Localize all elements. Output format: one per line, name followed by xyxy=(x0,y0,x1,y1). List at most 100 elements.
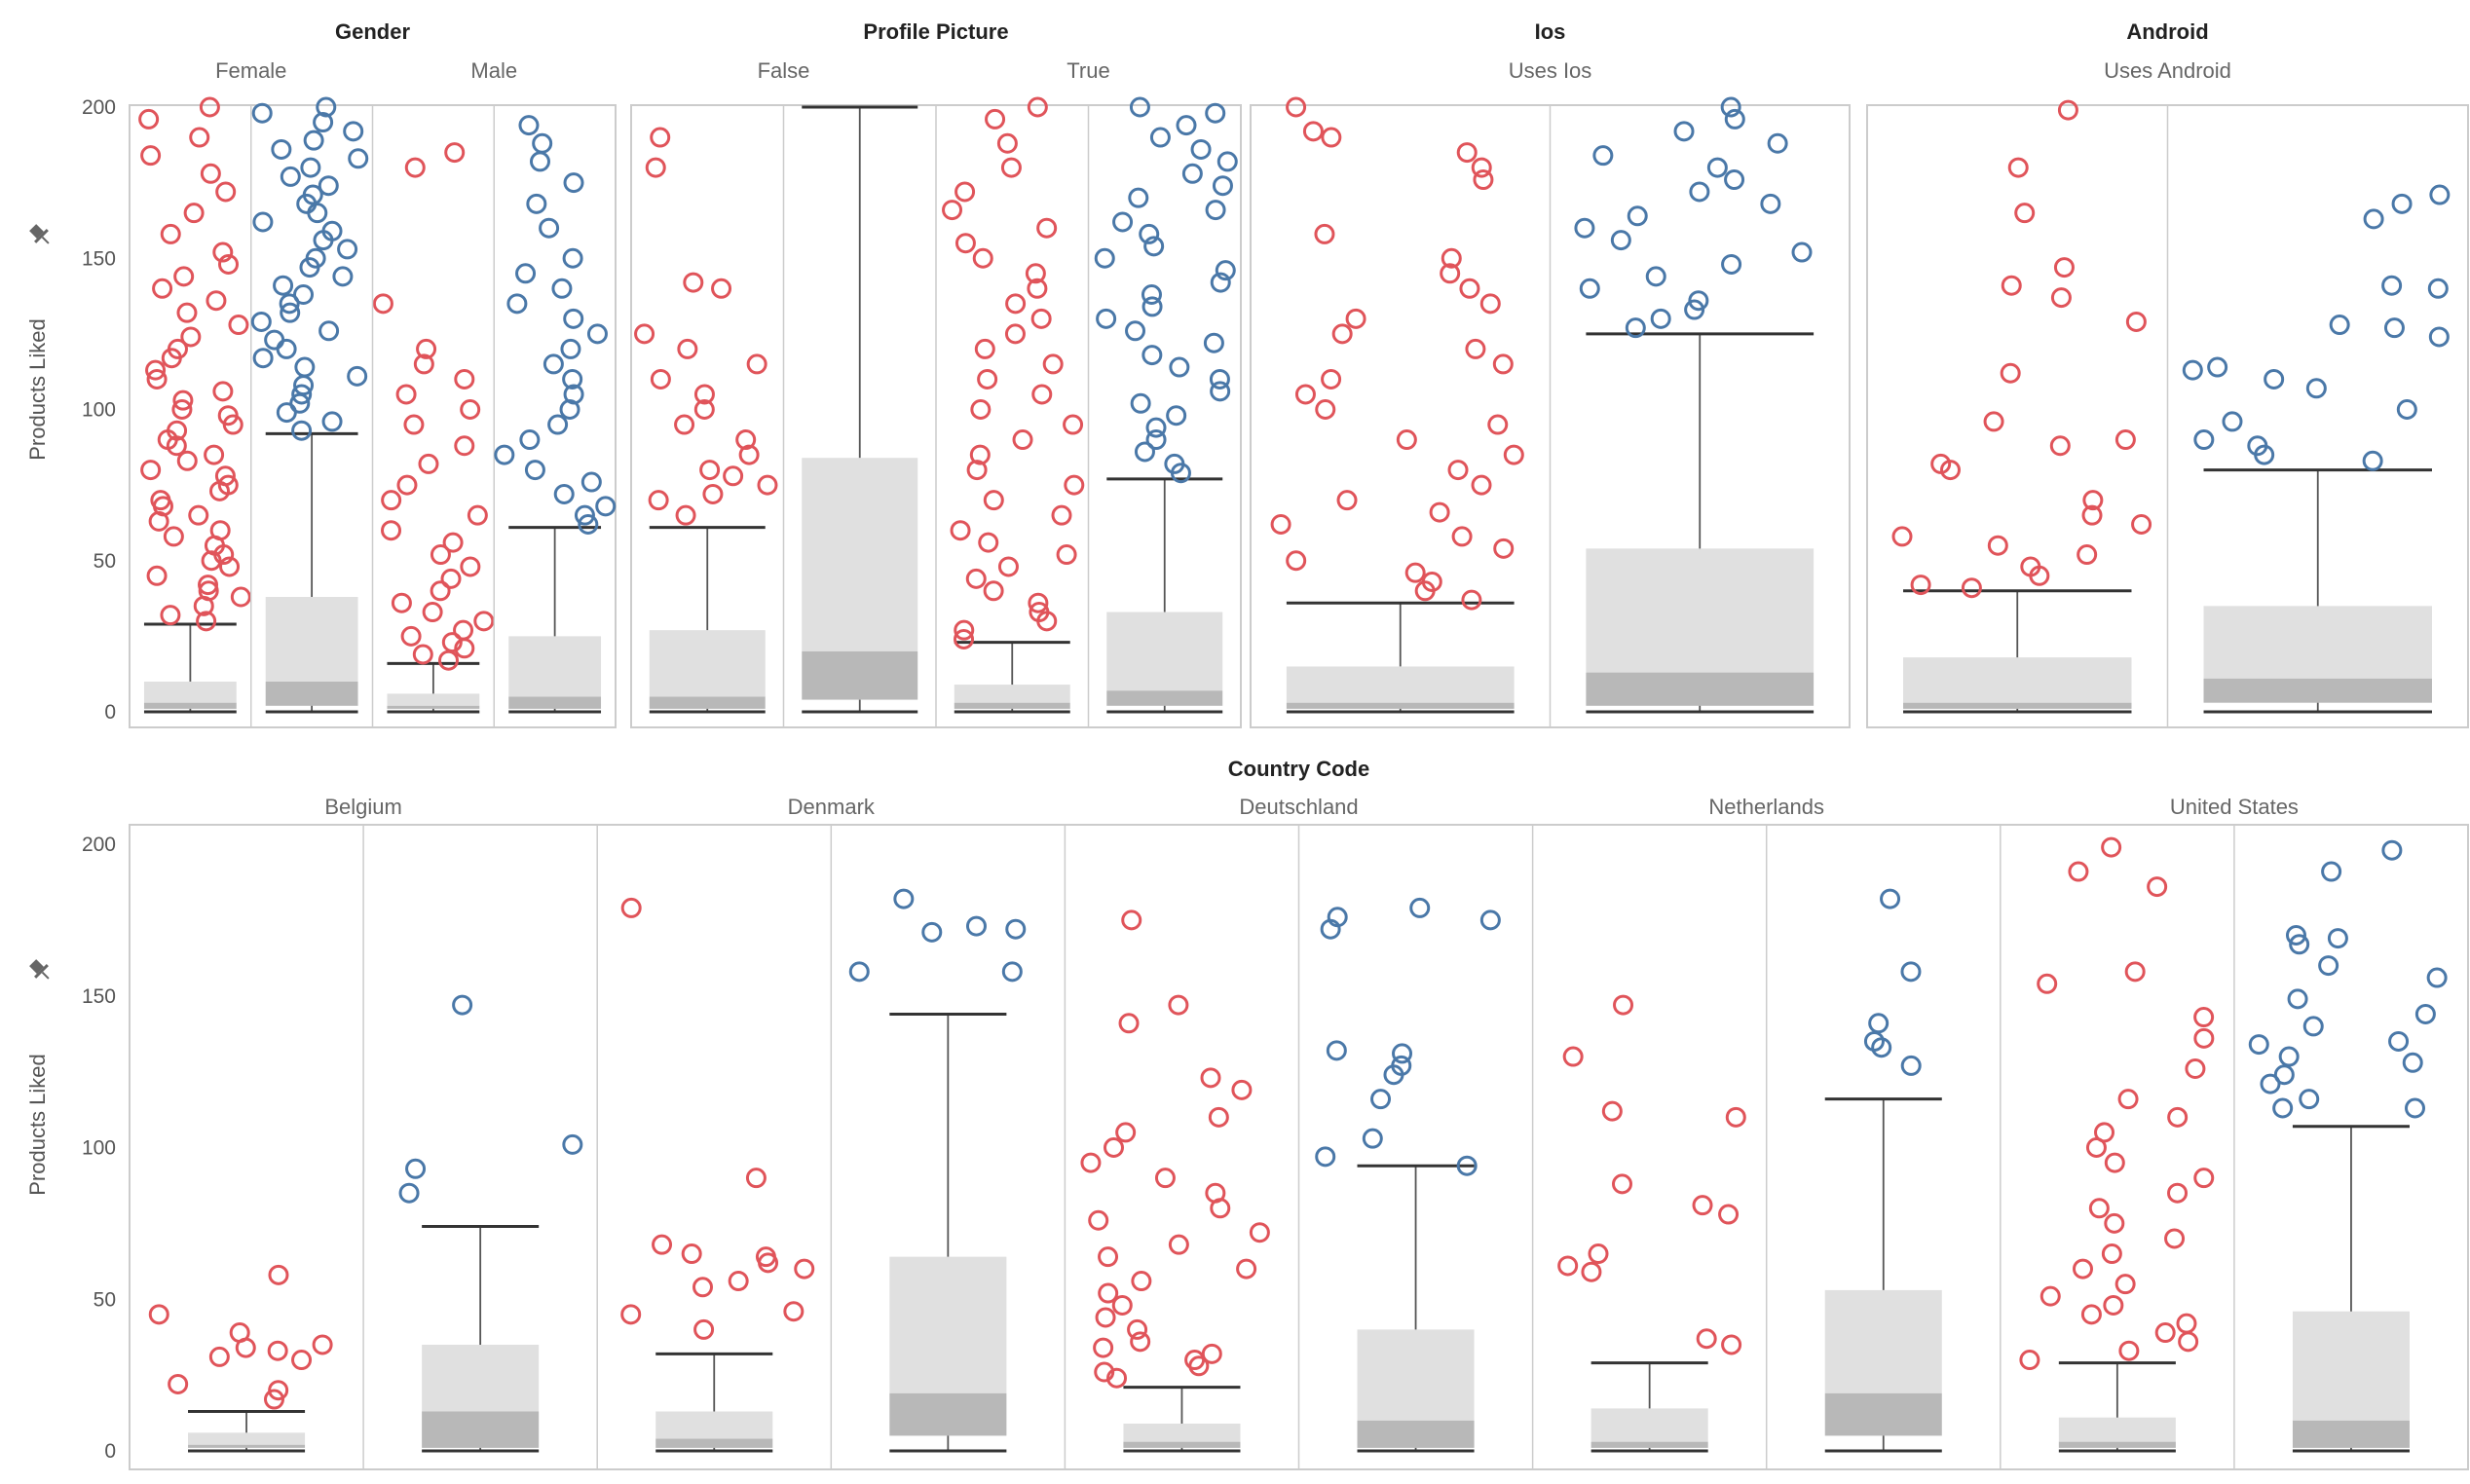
outlier-point xyxy=(2381,839,2403,861)
box-upper xyxy=(1903,657,2132,703)
outlier-point xyxy=(1696,1328,1717,1350)
outlier-point xyxy=(551,278,573,299)
outlier-point xyxy=(1461,589,1482,611)
outlier-point xyxy=(1286,96,1307,118)
outlier-point xyxy=(1141,284,1162,306)
outlier-point xyxy=(267,1340,288,1361)
outlier-point xyxy=(1028,592,1049,613)
outlier-point xyxy=(1720,96,1741,118)
outlier-point xyxy=(1315,399,1336,420)
outlier-point xyxy=(650,368,671,390)
outlier-point xyxy=(2391,193,2413,214)
outlier-point xyxy=(2285,924,2306,946)
outlier-point xyxy=(396,474,418,496)
outlier-point xyxy=(1767,132,1788,154)
outlier-point xyxy=(2182,359,2203,381)
outlier-point xyxy=(430,544,451,566)
outlier-point xyxy=(2193,1007,2215,1028)
box-lower xyxy=(1106,690,1223,706)
outlier-point xyxy=(200,163,221,184)
outlier-point xyxy=(381,490,402,511)
outlier-point xyxy=(1096,308,1117,329)
outlier-point xyxy=(1205,1182,1226,1204)
box-upper xyxy=(655,1411,773,1439)
outlier-point xyxy=(2101,1243,2122,1265)
outlier-point xyxy=(138,108,160,130)
box-upper xyxy=(508,636,602,697)
outlier-point xyxy=(996,132,1018,154)
outlier-point xyxy=(562,1133,583,1155)
outlier-point xyxy=(2049,435,2071,457)
outlier-point xyxy=(1236,1258,1257,1280)
box-upper xyxy=(1824,1289,1942,1393)
box-lower xyxy=(1286,702,1515,709)
outlier-point xyxy=(723,465,744,487)
outlier-point xyxy=(416,338,437,359)
outlier-point xyxy=(997,556,1019,577)
box-upper xyxy=(265,597,358,682)
outlier-point xyxy=(1302,121,1324,142)
outlier-point xyxy=(217,405,239,427)
outlier-point xyxy=(163,526,184,547)
outlier-point xyxy=(702,483,724,504)
pin-icon[interactable] xyxy=(26,221,55,249)
y-tick-label: 200 xyxy=(82,834,116,856)
outlier-point xyxy=(1880,888,1901,909)
outlier-point xyxy=(1103,1137,1124,1158)
outlier-point xyxy=(2222,411,2243,432)
outlier-point xyxy=(294,356,316,378)
outlier-point xyxy=(2383,317,2405,339)
outlier-point xyxy=(1205,200,1226,221)
outlier-point xyxy=(1168,1234,1189,1255)
outlier-point xyxy=(291,1350,313,1371)
outlier-point xyxy=(1143,236,1165,257)
outlier-point xyxy=(681,1243,702,1265)
subgroup-label: Female xyxy=(215,58,286,83)
outlier-point xyxy=(176,450,198,471)
outlier-point xyxy=(1724,169,1745,191)
outlier-point xyxy=(273,275,294,296)
outlier-point xyxy=(893,888,915,909)
outlier-point xyxy=(1164,453,1185,474)
outlier-point xyxy=(1574,217,1595,239)
outlier-point xyxy=(1314,223,1335,244)
outlier-point xyxy=(745,1168,767,1189)
outlier-point xyxy=(1115,1122,1137,1143)
outlier-point xyxy=(460,556,481,577)
outlier-point xyxy=(440,568,462,589)
outlier-point xyxy=(291,420,313,441)
box-lower xyxy=(1903,702,2132,709)
outlier-point xyxy=(2426,967,2448,988)
outlier-point xyxy=(970,399,992,420)
outlier-point xyxy=(1149,127,1171,148)
outlier-point xyxy=(2289,934,2310,955)
box-lower xyxy=(265,681,358,706)
pin-needle xyxy=(41,971,50,980)
outlier-point xyxy=(1027,278,1048,299)
outlier-point xyxy=(1005,293,1027,315)
box-upper xyxy=(889,1256,1007,1393)
outlier-point xyxy=(230,586,251,608)
outlier-point xyxy=(2164,1228,2186,1249)
outlier-point xyxy=(580,471,602,493)
outlier-point xyxy=(1503,444,1524,465)
outlier-point xyxy=(146,565,168,586)
outlier-point xyxy=(188,504,209,526)
outlier-point xyxy=(848,961,870,983)
outlier-point xyxy=(1479,909,1501,931)
box-lower xyxy=(655,1438,773,1448)
outlier-point xyxy=(1141,345,1163,366)
outlier-point xyxy=(218,253,240,275)
outlier-point xyxy=(494,444,515,465)
outlier-point xyxy=(2118,1340,2140,1361)
outlier-point xyxy=(413,353,434,375)
pin-icon[interactable] xyxy=(26,956,55,984)
outlier-point xyxy=(543,353,564,375)
outlier-point xyxy=(1125,320,1146,342)
outlier-point xyxy=(562,247,583,269)
outlier-point xyxy=(1724,108,1745,130)
outlier-point xyxy=(268,1380,289,1401)
outlier-point xyxy=(2103,1294,2124,1316)
box-upper xyxy=(188,1432,306,1445)
outlier-point xyxy=(2427,278,2449,299)
